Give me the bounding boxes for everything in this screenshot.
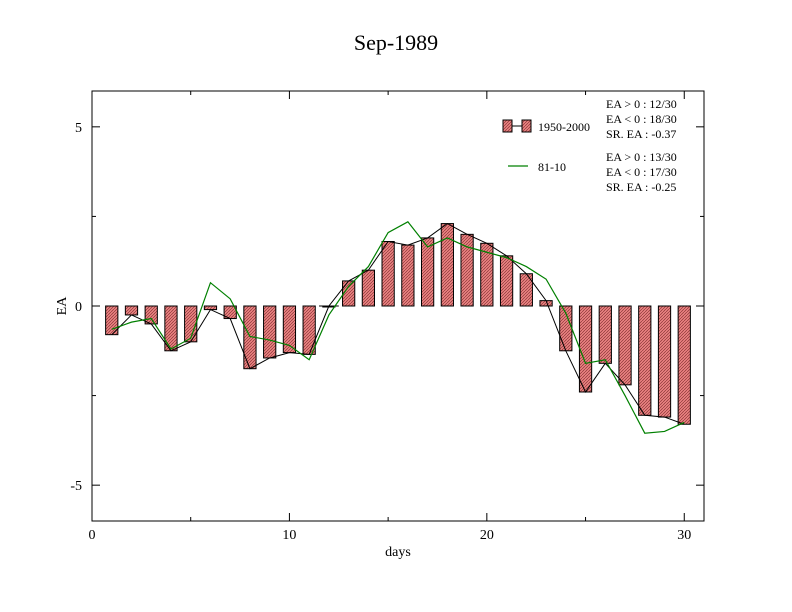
bar <box>124 305 139 316</box>
y-tick-label: -5 <box>70 479 82 494</box>
axis-ticks: 0 10 20 30 -5 0 5 <box>70 91 704 543</box>
bar <box>578 305 593 393</box>
bar <box>618 305 632 386</box>
x-tick-label: 0 <box>89 528 96 543</box>
y-axis-label: EA <box>55 296 70 316</box>
bar-series <box>105 223 691 425</box>
chart-title: Sep-1989 <box>354 30 438 55</box>
bar <box>164 305 178 352</box>
bar <box>263 305 277 359</box>
stats-annotation: SR. EA : -0.25 <box>606 180 676 194</box>
x-tick-label: 10 <box>282 528 296 543</box>
stats-annotation: EA > 0 : 13/30 <box>606 150 677 164</box>
line-series <box>111 221 685 434</box>
stats-annotation: EA < 0 : 17/30 <box>606 165 677 179</box>
bar <box>519 273 533 307</box>
bar <box>440 223 454 307</box>
bar <box>657 305 672 418</box>
stats-annotation: SR. EA : -0.37 <box>606 127 676 141</box>
bar <box>381 241 395 307</box>
legend-bar-swatch <box>502 119 513 133</box>
bar <box>638 305 652 416</box>
bar <box>420 237 435 307</box>
bar-series-line <box>111 222 685 425</box>
bar <box>677 305 691 425</box>
x-tick-label: 30 <box>677 528 691 543</box>
y-tick-label: 5 <box>75 121 82 136</box>
bar <box>184 305 198 343</box>
bar <box>401 244 415 307</box>
bar <box>361 269 376 307</box>
y-tick-label: 0 <box>75 300 82 315</box>
series-line-81-10 <box>111 221 685 434</box>
legend-bar-swatch <box>521 119 532 133</box>
stats-annotation: EA < 0 : 18/30 <box>606 112 677 126</box>
bar <box>302 305 316 355</box>
bar <box>144 305 158 325</box>
legend-label-81-10: 81-10 <box>538 160 566 174</box>
legend-label-1950-2000: 1950-2000 <box>538 120 590 134</box>
x-axis-label: days <box>385 545 411 560</box>
stats-annotation: EA > 0 : 12/30 <box>606 97 677 111</box>
bar <box>499 255 514 307</box>
x-tick-label: 20 <box>480 528 494 543</box>
bar <box>598 305 612 364</box>
